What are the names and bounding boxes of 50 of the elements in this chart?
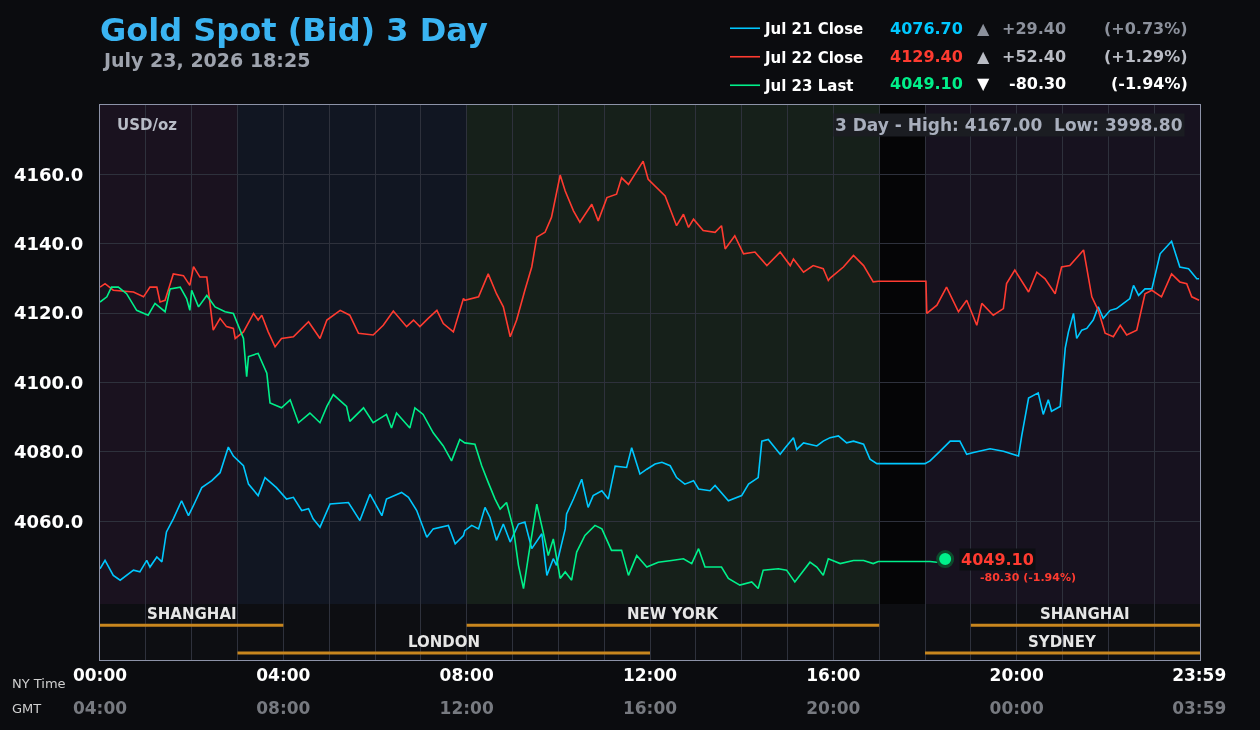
text: +29.40 <box>1002 19 1067 38</box>
x2-tick-label: 12:00 <box>439 698 494 718</box>
annotation: 3 Day - High: 4167.00 Low: 3998.80 <box>835 115 1183 135</box>
x-tick-label: 08:00 <box>439 665 494 686</box>
series-label: SYDNEY <box>1028 633 1097 651</box>
annotation: -80.30 (-1.94%) <box>980 571 1076 584</box>
x2-tick-label: 08:00 <box>256 698 311 718</box>
x2-tick-label: 20:00 <box>806 698 861 718</box>
x2-tick-label: 03:59 <box>1172 698 1227 718</box>
x-tick-label: 23:59 <box>1172 665 1227 686</box>
annotation: 4049.10 <box>961 550 1034 569</box>
y-tick-label: 4100.0 <box>13 371 84 393</box>
y-tick-label: 4060.0 <box>13 510 84 532</box>
text: 4129.40 <box>890 47 963 66</box>
y-tick-label: 4120.0 <box>13 302 84 324</box>
y-tick-label: 4080.0 <box>13 441 84 463</box>
series-label: NEW YORK <box>627 605 720 623</box>
text: GMT <box>12 701 42 716</box>
line-series <box>100 240 1200 582</box>
series-label: LONDON <box>408 633 481 651</box>
y-tick-label: 4140.0 <box>13 233 84 255</box>
x-tick-label: 12:00 <box>622 665 678 686</box>
chart-subtitle: July 23, 2026 18:25 <box>102 49 311 71</box>
x-tick-label: 16:00 <box>806 665 861 686</box>
x2-tick-label: 00:00 <box>989 698 1044 718</box>
text: +52.40 <box>1002 47 1067 66</box>
legend-label: Jul 23 Last <box>764 77 854 96</box>
text: 4076.70 <box>890 19 963 38</box>
text: 4049.10 <box>890 74 963 93</box>
text: -80.30 <box>1009 74 1067 93</box>
text: ▲ <box>977 47 990 66</box>
text: (+0.73%) <box>1104 19 1188 38</box>
legend-label: Jul 22 Close <box>764 48 864 67</box>
series-label: SHANGHAI <box>1040 605 1130 623</box>
text: ▲ <box>977 19 990 38</box>
x-tick-label: 04:00 <box>256 665 311 686</box>
line-series <box>100 160 1200 348</box>
series-label: SHANGHAI <box>147 605 237 623</box>
text: ▼ <box>977 74 990 93</box>
text: NY Time <box>12 676 66 691</box>
text: (-1.94%) <box>1111 74 1188 93</box>
x2-tick-label: 04:00 <box>72 698 128 718</box>
x-tick-label: 00:00 <box>72 665 128 686</box>
chart-title: Gold Spot (Bid) 3 Day <box>100 11 488 50</box>
x2-tick-label: 16:00 <box>622 698 678 718</box>
x-tick-label: 20:00 <box>989 665 1044 686</box>
text: (+1.29%) <box>1104 47 1188 66</box>
y-tick-label: 4160.0 <box>13 163 84 185</box>
annotation: USD/oz <box>117 116 178 134</box>
legend-label: Jul 21 Close <box>764 20 864 39</box>
